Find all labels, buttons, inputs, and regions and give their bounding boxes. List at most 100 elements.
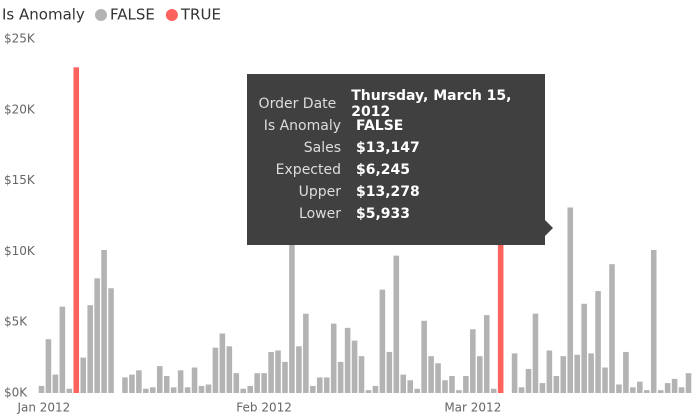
bar: [511, 353, 518, 393]
bar: [184, 387, 191, 393]
tooltip-row: Expected $6,245: [247, 159, 545, 181]
bar: [289, 223, 295, 393]
x-tick-label: Jan 2012: [16, 401, 70, 415]
bar: [136, 370, 142, 393]
bar: [518, 387, 525, 393]
y-tick-label: $20K: [4, 102, 36, 116]
tooltip-row: Order Date Thursday, March 15, 2012: [247, 88, 545, 120]
y-tick-label: $25K: [4, 32, 36, 46]
bar: [143, 388, 149, 393]
bar: [101, 249, 107, 393]
bar: [546, 350, 553, 393]
bar: [275, 350, 281, 393]
x-tick-label: Feb 2012: [236, 401, 292, 415]
tooltip-value: $13,278: [356, 184, 420, 200]
bar: [678, 387, 685, 393]
bar: [595, 291, 601, 393]
bar: [630, 387, 636, 393]
bar: [108, 288, 114, 393]
bar: [122, 377, 128, 393]
bar: [233, 373, 240, 393]
bar: [664, 383, 671, 393]
tooltip-row: Lower $5,933: [247, 203, 545, 225]
y-tick-label: $5K: [4, 315, 28, 329]
legend-label: TRUE: [180, 6, 221, 24]
tooltip-value: $13,147: [356, 140, 420, 156]
bar: [643, 390, 650, 393]
bar: [623, 351, 629, 393]
bar: [261, 373, 267, 393]
bar: [616, 384, 622, 393]
bar: [574, 354, 580, 393]
bar: [609, 264, 615, 393]
x-tick-label: Mar 2012: [444, 401, 501, 415]
bar: [602, 367, 608, 393]
bar: [407, 380, 414, 393]
bar: [358, 356, 365, 393]
legend-marker: [165, 9, 178, 21]
bar: [219, 333, 226, 393]
bar: [497, 163, 504, 393]
bar: [637, 381, 643, 393]
bar: [303, 313, 309, 393]
bar: [553, 376, 560, 393]
bar: [198, 385, 205, 393]
bar: [539, 383, 546, 393]
legend-title: Is Anomaly: [2, 6, 85, 24]
bar: [73, 67, 80, 393]
bar: [657, 390, 664, 393]
tooltip-value: FALSE: [356, 118, 404, 134]
bar: [129, 374, 135, 393]
bar: [685, 373, 692, 393]
y-tick-label: $0K: [4, 386, 28, 400]
tooltip-row: Is Anomaly FALSE: [247, 115, 545, 137]
bar: [282, 361, 288, 393]
bar: [38, 385, 45, 393]
bar: [344, 327, 351, 393]
bar: [671, 378, 678, 393]
bar: [393, 255, 400, 393]
bar: [156, 366, 163, 393]
bar: [428, 356, 434, 393]
bar: [456, 390, 462, 393]
bar: [240, 388, 247, 393]
bar: [52, 374, 59, 393]
bar: [226, 346, 233, 393]
y-tick-label: $10K: [4, 244, 36, 258]
tooltip-value: Thursday, March 15, 2012: [351, 88, 512, 120]
bar: [150, 387, 156, 393]
bar: [421, 320, 427, 393]
bar: [365, 390, 372, 393]
bar: [205, 384, 212, 393]
bar: [463, 376, 469, 393]
bar: [386, 351, 393, 393]
bar: [567, 207, 574, 393]
bar: [449, 376, 455, 393]
bar: [87, 305, 93, 393]
bar: [372, 385, 379, 393]
bar: [477, 356, 483, 393]
bar: [80, 357, 87, 393]
tooltip-value: $6,245: [356, 162, 411, 178]
bar: [470, 329, 476, 393]
tooltip-label: Order Date: [258, 96, 337, 112]
bar: [296, 346, 302, 393]
bar: [351, 340, 358, 393]
bar: [191, 367, 198, 393]
bar: [650, 249, 657, 393]
legend-label: FALSE: [110, 6, 155, 24]
bar: [560, 356, 567, 393]
bar: [316, 377, 323, 393]
bar: [170, 387, 177, 393]
bar: [490, 388, 497, 393]
bar: [177, 370, 184, 393]
bar: [212, 347, 219, 393]
tooltip-label: Is Anomaly: [263, 118, 341, 134]
bar: [59, 306, 66, 393]
bar: [94, 278, 100, 393]
bar: [588, 353, 594, 393]
bar: [532, 313, 539, 393]
bar: [435, 363, 441, 393]
